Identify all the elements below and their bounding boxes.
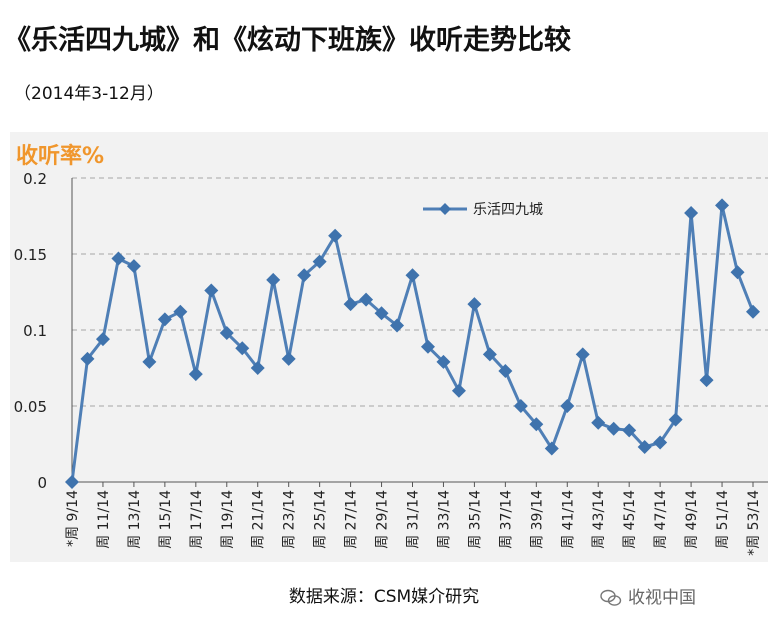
page-subtitle: （2014年3-12月） [14, 84, 164, 104]
data-source: 数据来源：CSM媒介研究 [288, 587, 480, 607]
page-title: 《乐活四九城》和《炫动下班族》收听走势比较 [4, 25, 571, 56]
watermark-text: 收视中国 [628, 588, 696, 608]
chart-panel [10, 132, 768, 562]
watermark: 收视中国 [600, 583, 696, 608]
wechat-icon [600, 589, 622, 607]
